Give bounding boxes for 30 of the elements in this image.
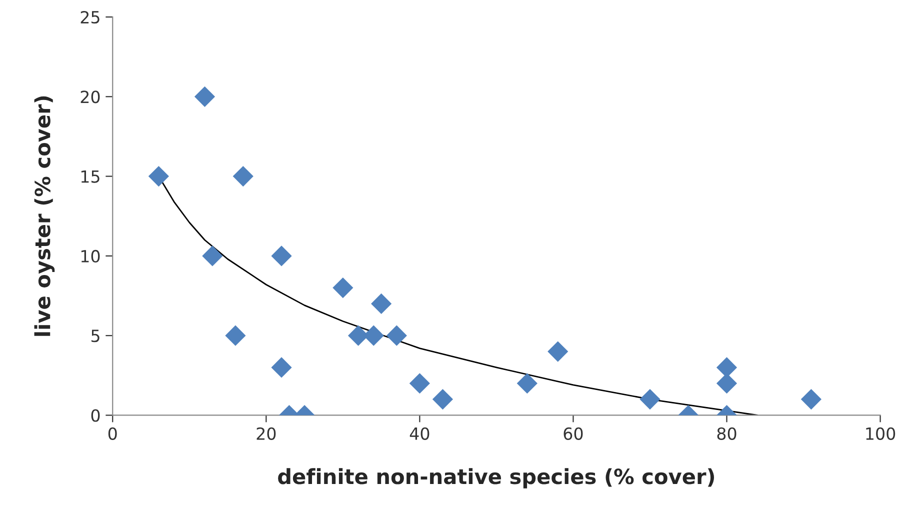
y-tick-label: 25 — [80, 10, 100, 24]
point — [409, 373, 430, 394]
point — [800, 389, 822, 410]
y-tick-label: 20 — [80, 90, 100, 104]
point — [432, 389, 454, 410]
point — [386, 325, 407, 346]
x-tick-label: 0 — [108, 427, 117, 440]
y-axis-title: live oyster (% cover) — [34, 96, 55, 336]
point — [225, 325, 246, 346]
y-tick-label: 0 — [91, 409, 100, 422]
point — [232, 166, 254, 187]
point — [371, 293, 392, 314]
point — [148, 166, 169, 187]
point — [516, 373, 538, 394]
x-tick-label: 100 — [866, 427, 896, 440]
y-tick-label: 15 — [81, 170, 100, 183]
y-tick-label: 5 — [92, 330, 100, 342]
x-tick-label: 80 — [717, 427, 736, 440]
point — [202, 246, 223, 266]
x-tick-label: 40 — [410, 427, 430, 440]
point — [194, 86, 216, 107]
point — [640, 389, 660, 410]
point — [271, 357, 292, 378]
x-tick-label: 60 — [564, 427, 583, 440]
y-tick-label: 10 — [81, 250, 100, 263]
point — [548, 341, 568, 362]
point — [271, 246, 292, 266]
x-tick-label: 20 — [256, 427, 276, 440]
x-axis-title: definite non-native species (% cover) — [278, 468, 714, 488]
point — [332, 278, 354, 298]
